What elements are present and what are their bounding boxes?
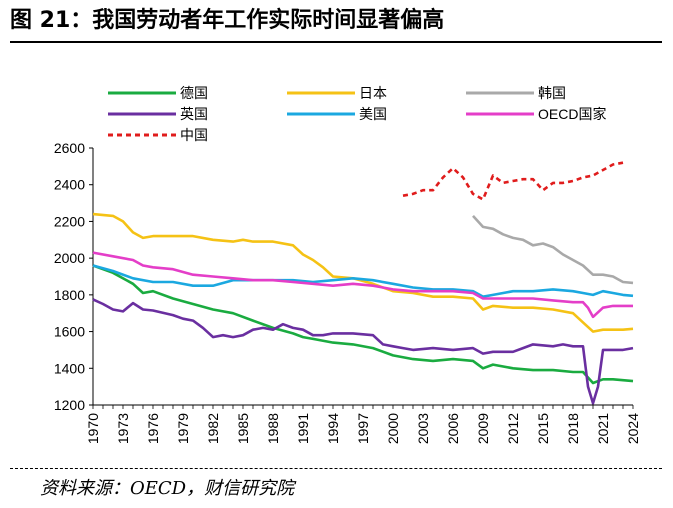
footer-rule [10, 468, 662, 469]
x-tick-label: 2000 [385, 413, 401, 444]
y-tick-label: 2200 [54, 213, 85, 229]
legend-label-6: 中国 [180, 127, 208, 143]
legend-label-3: 英国 [180, 106, 208, 122]
title-rule [10, 41, 662, 43]
x-tick-label: 2012 [505, 413, 521, 444]
y-tick-label: 2400 [54, 177, 85, 193]
series-line-1 [92, 212, 634, 333]
legend-label-5: OECD国家 [538, 106, 606, 122]
series-line-0 [92, 264, 634, 385]
source-note: 资料来源：OECD，财信研究院 [40, 478, 295, 499]
x-tick-label: 2015 [535, 413, 551, 444]
x-tick-label: 1982 [205, 413, 221, 444]
series-line-3 [92, 298, 634, 405]
x-tick-label: 1976 [145, 413, 161, 444]
x-tick-label: 2024 [625, 413, 641, 444]
series-layer [92, 161, 634, 405]
y-axis: 1200 1400 1600 1800 2000 2200 2400 2600 [54, 140, 94, 413]
y-tick-label: 1200 [54, 397, 85, 413]
series-line-4 [92, 264, 634, 299]
x-tick-label: 2006 [445, 413, 461, 444]
x-tick-label: 1979 [175, 413, 191, 444]
y-tick-label: 1400 [54, 360, 85, 376]
x-tick-label: 1973 [115, 413, 131, 444]
series-line-2 [472, 215, 634, 285]
x-tick-label: 2018 [565, 413, 581, 444]
y-tick-label: 1600 [54, 324, 85, 340]
y-tick-label: 2600 [54, 140, 85, 156]
legend-label-4: 美国 [359, 106, 387, 122]
legend-label-2: 韩国 [538, 85, 566, 101]
y-tick-label: 2000 [54, 250, 85, 266]
x-tick-label: 1991 [295, 413, 311, 444]
x-tick-label: 2009 [475, 413, 491, 444]
x-tick-label: 2021 [595, 413, 611, 444]
x-tick-label: 2003 [415, 413, 431, 444]
legend-label-0: 德国 [180, 85, 208, 101]
figure-title: 图 21：我国劳动者年工作实际时间显著偏高 [10, 8, 445, 33]
legend-label-1: 日本 [359, 85, 387, 101]
series-line-5 [92, 251, 633, 319]
x-tick-label: 1970 [85, 413, 101, 444]
x-tick-label: 1985 [235, 413, 251, 444]
series-line-6 [402, 161, 624, 201]
x-tick-label: 1997 [355, 413, 371, 444]
y-tick-label: 1800 [54, 287, 85, 303]
x-tick-label: 1994 [325, 413, 341, 444]
x-axis: 1970 1973 1976 1979 1982 1985 1988 1991 1994 1997… [85, 404, 641, 444]
x-tick-label: 1988 [265, 413, 281, 444]
